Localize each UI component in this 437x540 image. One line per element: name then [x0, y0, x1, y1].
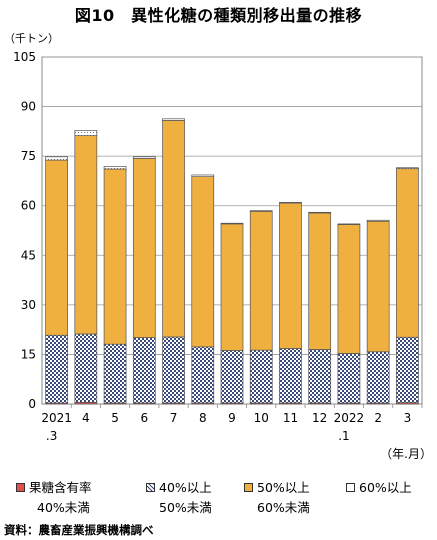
- x-tick-label: 2022: [334, 411, 365, 425]
- x-tick-label: 8: [199, 411, 207, 425]
- bar-segment-fructose_40_50: [308, 349, 332, 404]
- bar-segment-fructose_50_60: [74, 135, 98, 335]
- y-tick-label: 0: [28, 397, 36, 411]
- legend-label-50-60-line2: 60%未満: [257, 500, 310, 515]
- bar-segment-fructose_40_50: [220, 350, 244, 404]
- bar-segment-fructose_60_plus: [103, 166, 127, 170]
- y-tick-label: 105: [13, 50, 36, 64]
- bar-segment-fructose_40_50: [366, 351, 390, 404]
- bar-segment-fructose_50_60: [337, 224, 361, 354]
- bar-segment-fructose_40_50: [132, 337, 156, 404]
- bar-segment-fructose_60_plus: [308, 211, 332, 214]
- bar-segment-fructose_50_60: [45, 159, 68, 336]
- y-tick-label: 30: [21, 298, 36, 312]
- bar-segment-fructose_50_60: [191, 176, 215, 348]
- bar-segment-fructose_40_50: [162, 336, 185, 404]
- legend-label-40-50-line1: 40%以上: [159, 480, 212, 495]
- bar-segment-fructose_60_plus: [162, 118, 185, 121]
- bar-segment-fructose_40_50: [45, 334, 68, 404]
- source-note: 資料：農畜産業振興機構調べ: [4, 523, 154, 537]
- bar-segment-fructose_40_50: [191, 346, 215, 404]
- bar-segment-fructose_60_plus: [132, 156, 156, 159]
- bar-segment-fructose_40_50: [249, 349, 273, 404]
- x-tick-label: 3: [404, 411, 412, 425]
- chart-legend: 果糖含有率 40%未満 40%以上 50%未満 50%以上 60%未満 60%以…: [0, 478, 437, 522]
- bar-segment-fructose_40_50: [279, 348, 302, 404]
- x-unit-label: （年.月）: [380, 447, 432, 461]
- y-tick-label: 45: [21, 248, 36, 262]
- bar-segment-fructose_50_60: [249, 210, 273, 351]
- bar-segment-fructose_50_60: [308, 212, 332, 350]
- bar-segment-fructose_60_plus: [366, 219, 390, 222]
- bar-segment-fructose_60_plus: [45, 156, 68, 161]
- x-tick-label: .3: [46, 429, 57, 443]
- x-tick-label: .1: [338, 429, 349, 443]
- bar-segment-fructose_40_50: [396, 336, 419, 404]
- bar-segment-fructose_60_plus: [279, 202, 302, 204]
- chart-title: 図10 異性化糖の種類別移出量の推移: [74, 6, 363, 25]
- legend-swatch-lt40: [16, 483, 25, 492]
- bar-segment-fructose_50_60: [366, 220, 390, 353]
- y-tick-label: 60: [21, 199, 36, 213]
- bar-segment-fructose_50_60: [103, 168, 127, 345]
- bar-segment-fructose_40_50: [337, 353, 361, 404]
- bar-segment-fructose_50_60: [279, 202, 302, 349]
- y-tick-label: 15: [21, 347, 36, 361]
- x-tick-label: 2021: [41, 411, 72, 425]
- bar-segment-fructose_60_plus: [191, 174, 215, 177]
- legend-swatch-50-60: [244, 483, 253, 492]
- legend-label-40-50-line2: 50%未満: [159, 500, 212, 515]
- x-tick-label: 4: [82, 411, 90, 425]
- x-tick-label: 5: [111, 411, 119, 425]
- bar-segment-fructose_50_60: [396, 168, 419, 338]
- bar-segment-fructose_40_50: [74, 333, 98, 403]
- legend-label-lt40-line1: 果糖含有率: [29, 480, 92, 495]
- bar-segment-fructose_60_plus: [337, 223, 361, 225]
- y-tick-label: 75: [21, 149, 36, 163]
- bar-segment-fructose_60_plus: [249, 210, 273, 212]
- x-tick-label: 9: [228, 411, 236, 425]
- bar-segment-fructose_60_plus: [220, 222, 244, 225]
- x-tick-label: 12: [312, 411, 327, 425]
- x-tick-label: 2: [374, 411, 382, 425]
- x-tick-label: 11: [283, 411, 298, 425]
- y-tick-label: 90: [21, 100, 36, 114]
- bar-segment-fructose_50_60: [132, 158, 156, 338]
- y-unit-label: （千トン）: [4, 32, 59, 45]
- bar-segment-fructose_60_plus: [74, 130, 98, 137]
- legend-label-lt40-line2: 40%未満: [37, 500, 90, 515]
- bar-segment-fructose_40_50: [103, 343, 127, 404]
- bar-segment-fructose_60_plus: [396, 167, 419, 170]
- legend-label-50-60-line1: 50%以上: [257, 480, 310, 495]
- legend-swatch-40-50: [146, 483, 155, 492]
- x-tick-label: 10: [254, 411, 269, 425]
- legend-swatch-60-plus: [346, 483, 355, 492]
- bar-segment-fructose_50_60: [162, 120, 185, 338]
- legend-label-60-plus: 60%以上: [359, 480, 412, 495]
- x-tick-label: 6: [140, 411, 148, 425]
- bar-segment-fructose_50_60: [220, 223, 244, 351]
- x-tick-label: 7: [170, 411, 178, 425]
